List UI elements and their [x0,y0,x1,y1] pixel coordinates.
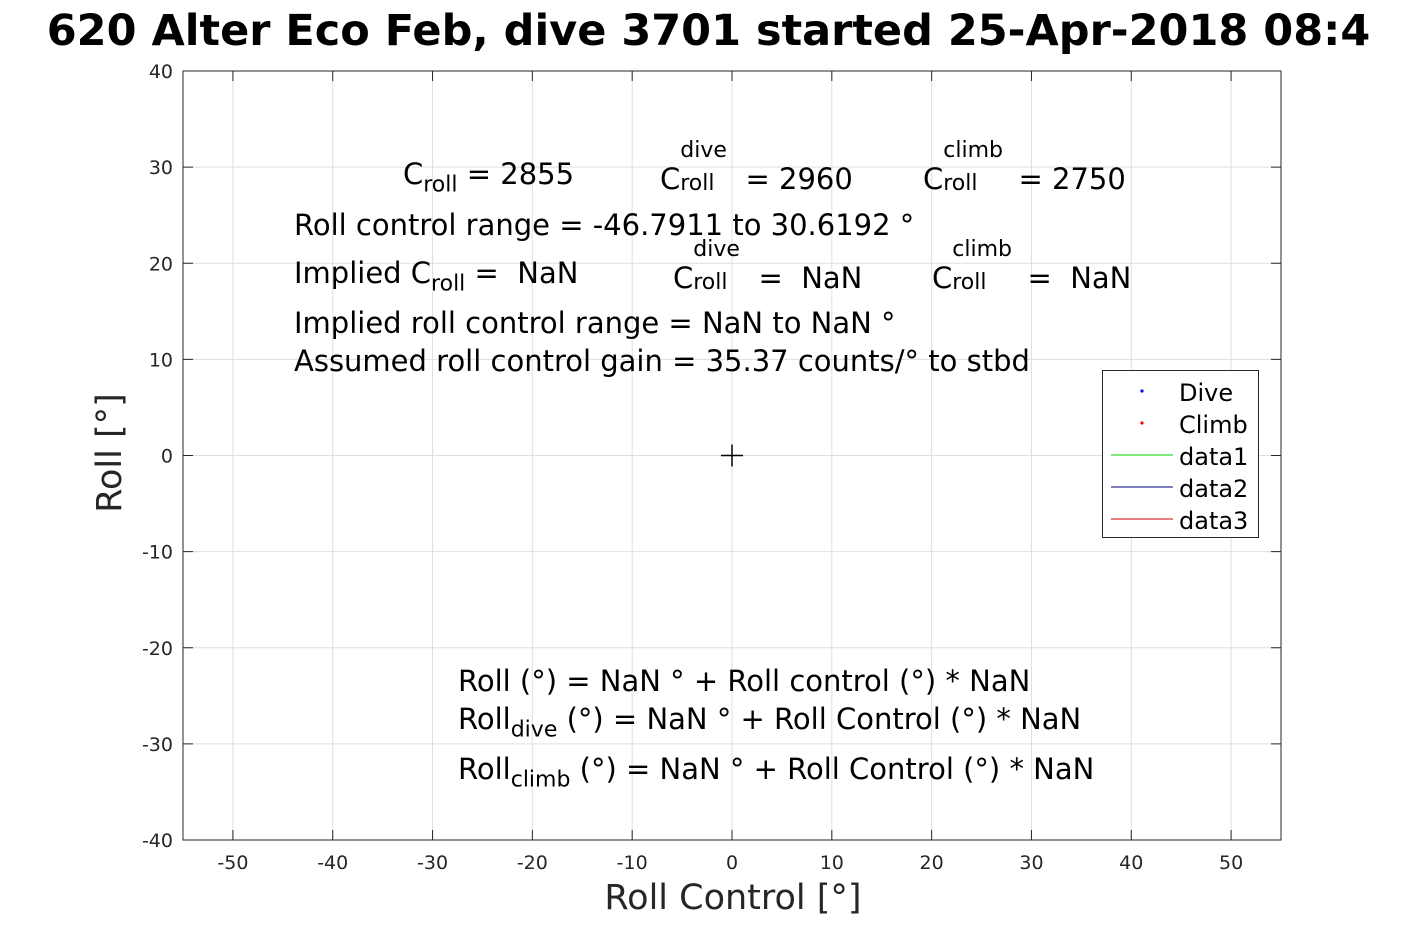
sub-sup-stack: dive roll [680,140,736,195]
annotation-implied-range: Implied roll control range = NaN to NaN … [294,306,896,340]
y-tick-labels: -40 -30 -20 -10 0 10 20 30 40 [142,61,173,852]
annotation-c-roll: Croll = 2855 [403,157,575,197]
implied-c-roll-value: NaN [517,256,579,290]
equals: = [749,261,802,295]
y-tick-label: 40 [149,61,173,83]
climb-dot-icon [1140,421,1144,425]
y-tick-label: 10 [149,349,173,371]
y-tick-label: -30 [142,734,173,756]
x-tick-label: 10 [820,852,844,874]
climb-superscript: climb [943,138,1003,163]
roll-subscript: roll [693,270,728,295]
legend: Dive Climb data1 data2 data3 [1102,370,1259,538]
sub-sup-stack: dive roll [693,239,749,294]
x-tick-label: -10 [617,852,648,874]
roll-subscript: roll [943,171,978,196]
fit-climb-rest: (°) = NaN ° + Roll Control (°) * NaN [570,752,1095,786]
x-axis-label: Roll Control [°] [604,878,862,918]
roll-subscript: roll [431,271,466,297]
data3-line-icon [1111,518,1173,520]
roll-word: Roll [458,752,511,786]
c-dive-value: 2960 [779,162,853,196]
axis-ticks [183,70,1281,841]
legend-item-data1: data1 [1103,440,1260,472]
dive-dot-icon [1140,389,1144,393]
fit-dive-rest: (°) = NaN ° + Roll Control (°) * NaN [557,702,1082,736]
climb-superscript: climb [952,237,1012,262]
roll-subscript: roll [680,171,715,196]
y-tick-label: 30 [149,157,173,179]
equals: = [1009,162,1052,196]
dive-superscript: dive [680,138,727,163]
dive-subscript: dive [510,717,558,743]
c-symbol: C [673,261,694,295]
legend-label-data3: data3 [1179,507,1249,535]
x-tick-label: 20 [920,852,944,874]
x-tick-label: 30 [1019,852,1043,874]
equals: = [736,162,779,196]
annotation-fit-all: Roll (°) = NaN ° + Roll control (°) * Na… [458,664,1031,698]
c-roll-value: 2855 [500,157,575,191]
sub-sup-stack: climb roll [952,239,1018,294]
equals: = [1018,261,1071,295]
roll-subscript: roll [423,172,458,198]
legend-item-data2: data2 [1103,472,1260,504]
c-symbol: C [923,162,944,196]
y-axis-label: Roll [°] [90,393,130,513]
sub-sup-stack: climb roll [943,140,1009,195]
legend-label-climb: Climb [1179,411,1248,439]
annotation-fit-dive: Rolldive (°) = NaN ° + Roll Control (°) … [458,702,1082,742]
x-tick-label: -20 [517,852,548,874]
chart-title: 620 Alter Eco Feb, dive 3701 started 25-… [46,6,1371,56]
equals: = [465,256,518,290]
y-tick-label: -20 [142,638,173,660]
y-tick-label: -10 [142,542,173,564]
climb-subscript: climb [510,767,571,793]
c-symbol: C [660,162,681,196]
annotation-roll-control-range: Roll control range = -46.7911 to 30.6192… [294,208,915,242]
x-tick-label: 50 [1219,852,1243,874]
roll-word: Roll [458,702,511,736]
dive-superscript: dive [693,237,740,262]
implied-prefix: Implied C [294,256,432,290]
y-tick-label: 0 [161,446,173,468]
x-tick-label: 0 [726,852,738,874]
c-symbol: C [403,157,424,191]
roll-subscript: roll [952,270,987,295]
c-symbol: C [932,261,953,295]
data2-line-icon [1111,486,1173,488]
legend-item-dive: Dive [1103,376,1260,408]
x-tick-label: -50 [217,852,248,874]
legend-label-data1: data1 [1179,443,1249,471]
equals: = [457,157,501,191]
c-climb-value: 2750 [1052,162,1126,196]
legend-item-climb: Climb [1103,408,1260,440]
x-tick-label: 40 [1119,852,1143,874]
annotation-assumed-gain: Assumed roll control gain = 35.37 counts… [294,344,1030,378]
implied-c-dive-value: NaN [801,261,863,295]
implied-c-climb-value: NaN [1070,261,1132,295]
legend-item-data3: data3 [1103,504,1260,536]
x-tick-label: -40 [317,852,348,874]
legend-label-dive: Dive [1179,379,1234,407]
y-tick-label: -40 [142,830,173,852]
data-marks [721,444,743,467]
x-tick-labels: -50 -40 -30 -20 -10 0 10 20 30 40 50 [217,852,1243,874]
annotation-implied-c-roll: Implied Croll = NaN [294,256,579,296]
annotation-fit-climb: Rollclimb (°) = NaN ° + Roll Control (°)… [458,752,1095,792]
x-tick-label: -30 [417,852,448,874]
legend-label-data2: data2 [1179,475,1249,503]
y-tick-label: 20 [149,253,173,275]
data1-line-icon [1111,454,1173,456]
